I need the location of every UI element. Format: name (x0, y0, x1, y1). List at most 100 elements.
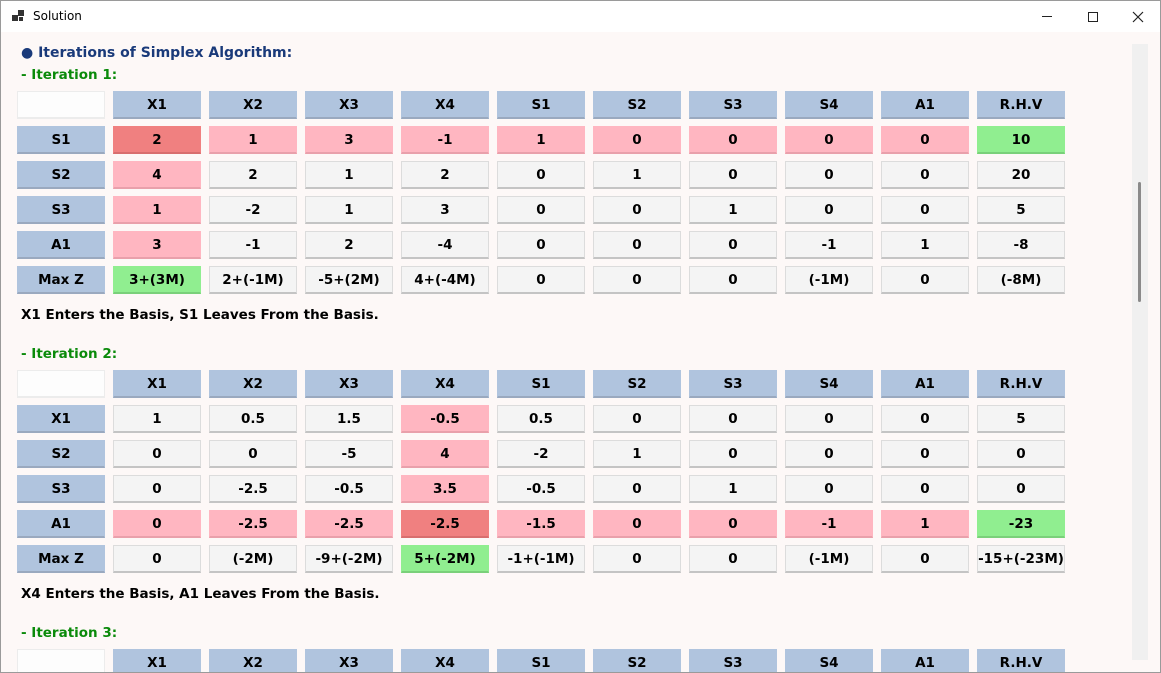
table-cell[interactable]: 0 (113, 475, 201, 503)
column-header[interactable]: X4 (401, 370, 489, 398)
table-cell[interactable]: 0 (785, 196, 873, 224)
column-header[interactable]: S4 (785, 649, 873, 672)
vertical-scrollbar[interactable] (1132, 44, 1148, 660)
table-cell[interactable]: 0 (881, 126, 969, 154)
table-cell[interactable]: 0 (977, 475, 1065, 503)
table-cell[interactable]: -8 (977, 231, 1065, 259)
column-header[interactable]: S1 (497, 649, 585, 672)
table-cell[interactable]: 0 (497, 196, 585, 224)
table-cell[interactable]: -2 (497, 440, 585, 468)
table-cell[interactable]: 1 (881, 231, 969, 259)
table-cell[interactable]: 5+(-2M) (401, 545, 489, 573)
table-cell[interactable]: 0 (785, 126, 873, 154)
table-cell[interactable]: 4 (401, 440, 489, 468)
table-cell[interactable]: 0 (689, 440, 777, 468)
column-header[interactable]: S1 (497, 370, 585, 398)
row-header[interactable]: X1 (17, 405, 105, 433)
table-cell[interactable]: 2 (305, 231, 393, 259)
table-cell[interactable]: 2 (401, 161, 489, 189)
table-cell[interactable]: 0 (689, 231, 777, 259)
column-header[interactable]: S3 (689, 91, 777, 119)
column-header[interactable]: R.H.V (977, 91, 1065, 119)
row-header[interactable]: Max Z (17, 545, 105, 573)
column-header[interactable]: X3 (305, 649, 393, 672)
column-header[interactable]: X4 (401, 649, 489, 672)
table-cell[interactable]: -2.5 (305, 510, 393, 538)
table-cell[interactable]: 10 (977, 126, 1065, 154)
table-cell[interactable]: (-8M) (977, 266, 1065, 294)
table-cell[interactable]: 3.5 (401, 475, 489, 503)
table-cell[interactable]: 5 (977, 196, 1065, 224)
column-header[interactable]: X1 (113, 91, 201, 119)
table-cell[interactable]: 0 (593, 266, 681, 294)
table-cell[interactable]: 1 (305, 196, 393, 224)
table-cell[interactable]: 1 (497, 126, 585, 154)
table-cell[interactable]: -0.5 (497, 475, 585, 503)
maximize-button[interactable] (1070, 1, 1116, 32)
scrollbar-thumb[interactable] (1138, 182, 1141, 302)
table-cell[interactable]: 0 (689, 266, 777, 294)
table-cell[interactable]: -2.5 (401, 510, 489, 538)
table-cell[interactable]: 20 (977, 161, 1065, 189)
table-cell[interactable]: 0 (113, 440, 201, 468)
table-cell[interactable]: 2+(-1M) (209, 266, 297, 294)
table-cell[interactable]: 0 (977, 440, 1065, 468)
column-header[interactable]: S2 (593, 91, 681, 119)
table-cell[interactable]: -2 (209, 196, 297, 224)
table-cell[interactable]: 4+(-4M) (401, 266, 489, 294)
column-header[interactable]: S2 (593, 649, 681, 672)
table-cell[interactable]: -2.5 (209, 475, 297, 503)
table-cell[interactable]: 0 (497, 161, 585, 189)
table-cell[interactable]: -15+(-23M) (977, 545, 1065, 573)
table-cell[interactable]: 0 (881, 266, 969, 294)
table-cell[interactable]: 0 (593, 126, 681, 154)
column-header[interactable]: X2 (209, 370, 297, 398)
table-cell[interactable]: -1 (785, 510, 873, 538)
table-cell[interactable]: 0 (593, 231, 681, 259)
table-cell[interactable]: -1.5 (497, 510, 585, 538)
column-header[interactable]: R.H.V (977, 649, 1065, 672)
row-header[interactable]: A1 (17, 231, 105, 259)
row-header[interactable]: Max Z (17, 266, 105, 294)
table-cell[interactable]: 0.5 (209, 405, 297, 433)
row-header[interactable]: S3 (17, 196, 105, 224)
table-cell[interactable]: 1.5 (305, 405, 393, 433)
column-header[interactable]: A1 (881, 91, 969, 119)
table-cell[interactable]: 0 (785, 405, 873, 433)
table-cell[interactable]: 0 (593, 475, 681, 503)
table-cell[interactable]: 0 (881, 161, 969, 189)
table-cell[interactable]: 0 (881, 196, 969, 224)
column-header[interactable]: S4 (785, 91, 873, 119)
table-cell[interactable]: -1 (785, 231, 873, 259)
table-cell[interactable]: (-1M) (785, 545, 873, 573)
table-cell[interactable]: -2.5 (209, 510, 297, 538)
column-header[interactable]: A1 (881, 649, 969, 672)
column-header[interactable]: X2 (209, 649, 297, 672)
table-cell[interactable]: 1 (113, 405, 201, 433)
column-header[interactable]: S1 (497, 91, 585, 119)
table-cell[interactable]: (-2M) (209, 545, 297, 573)
table-cell[interactable]: 0 (785, 440, 873, 468)
table-cell[interactable]: 0 (689, 510, 777, 538)
table-cell[interactable]: 0 (881, 440, 969, 468)
table-cell[interactable]: 0 (113, 510, 201, 538)
column-header[interactable]: S3 (689, 649, 777, 672)
table-cell[interactable]: -0.5 (305, 475, 393, 503)
column-header[interactable]: S2 (593, 370, 681, 398)
close-button[interactable] (1115, 1, 1161, 32)
table-cell[interactable]: 0 (881, 405, 969, 433)
table-cell[interactable]: 0 (209, 440, 297, 468)
table-cell[interactable]: 1 (881, 510, 969, 538)
column-header[interactable]: X1 (113, 370, 201, 398)
table-cell[interactable]: -5+(2M) (305, 266, 393, 294)
table-cell[interactable]: 1 (113, 196, 201, 224)
table-cell[interactable]: 3 (305, 126, 393, 154)
minimize-button[interactable] (1024, 1, 1070, 32)
table-cell[interactable]: -1+(-1M) (497, 545, 585, 573)
table-cell[interactable]: -4 (401, 231, 489, 259)
table-cell[interactable]: 0 (689, 161, 777, 189)
row-header[interactable]: S2 (17, 161, 105, 189)
table-cell[interactable]: 0 (593, 196, 681, 224)
table-cell[interactable]: -5 (305, 440, 393, 468)
row-header[interactable]: S1 (17, 126, 105, 154)
